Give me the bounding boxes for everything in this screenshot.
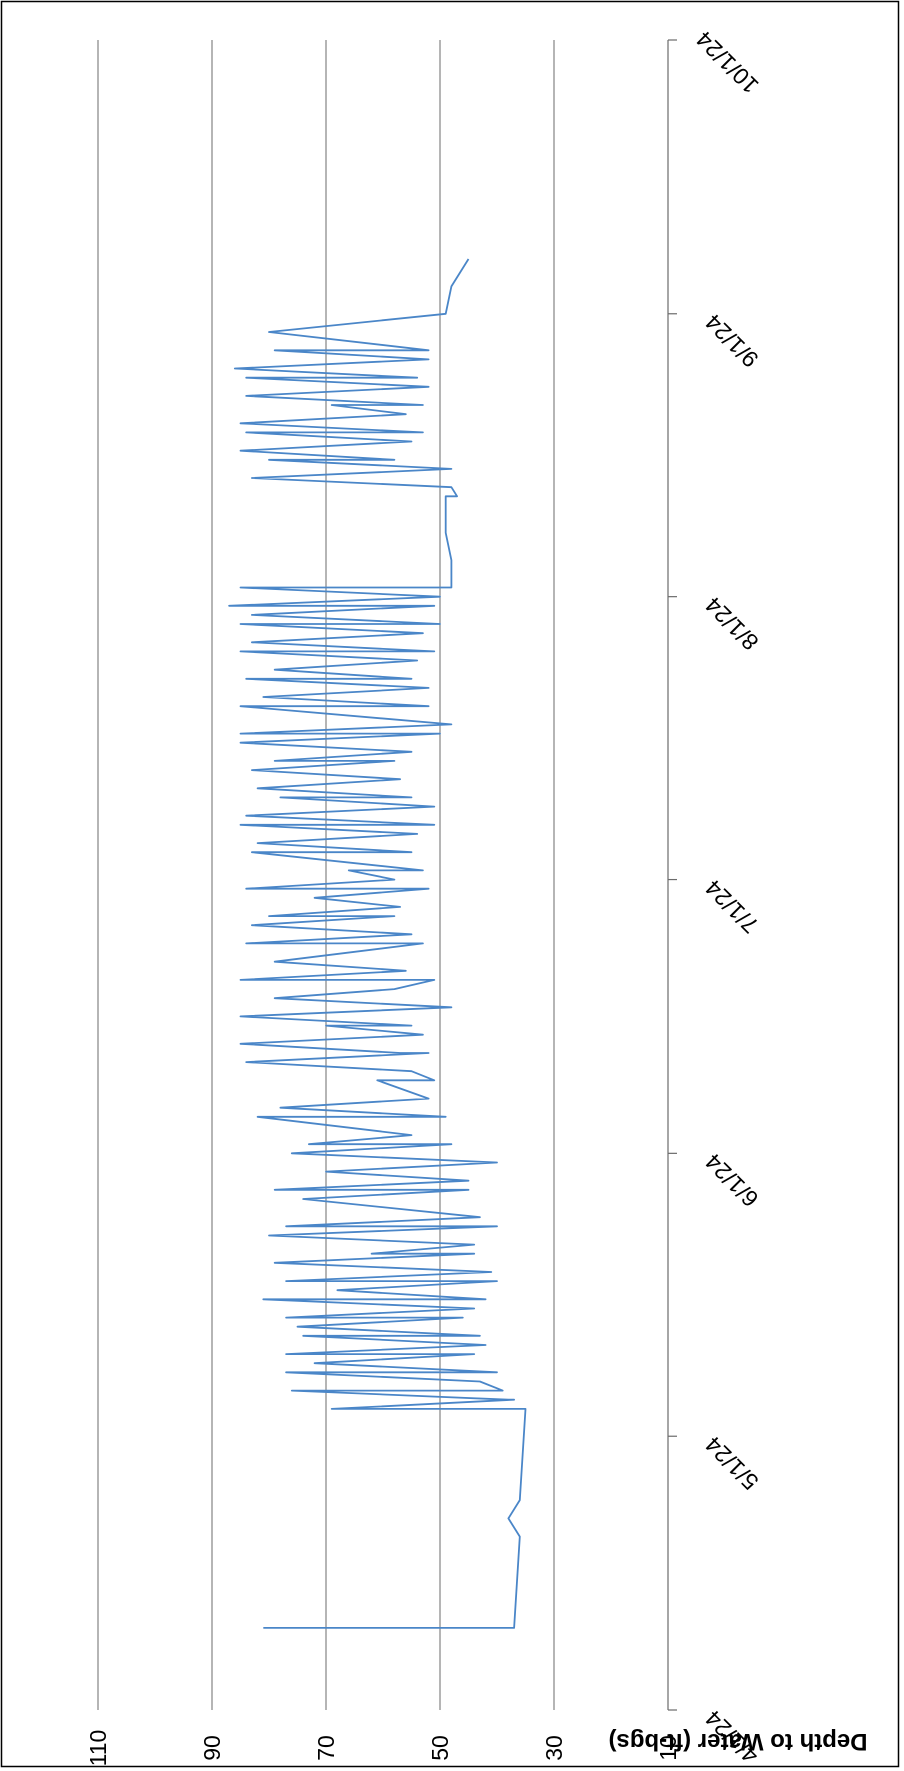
- axes: [667, 39, 677, 1711]
- y-tick-label: 110: [85, 1730, 111, 1767]
- series-layer: [228, 258, 527, 1629]
- y-tick-label: 70: [313, 1735, 339, 1761]
- y-axis-title: Depth to Water (ft-bgs): [608, 1728, 867, 1755]
- y-tick-label: 50: [427, 1735, 453, 1761]
- depth-series-line: [228, 258, 527, 1629]
- y-tick-label: 10: [655, 1735, 681, 1761]
- y-tick-label: 90: [199, 1735, 225, 1761]
- y-tick-label: 30: [541, 1735, 567, 1761]
